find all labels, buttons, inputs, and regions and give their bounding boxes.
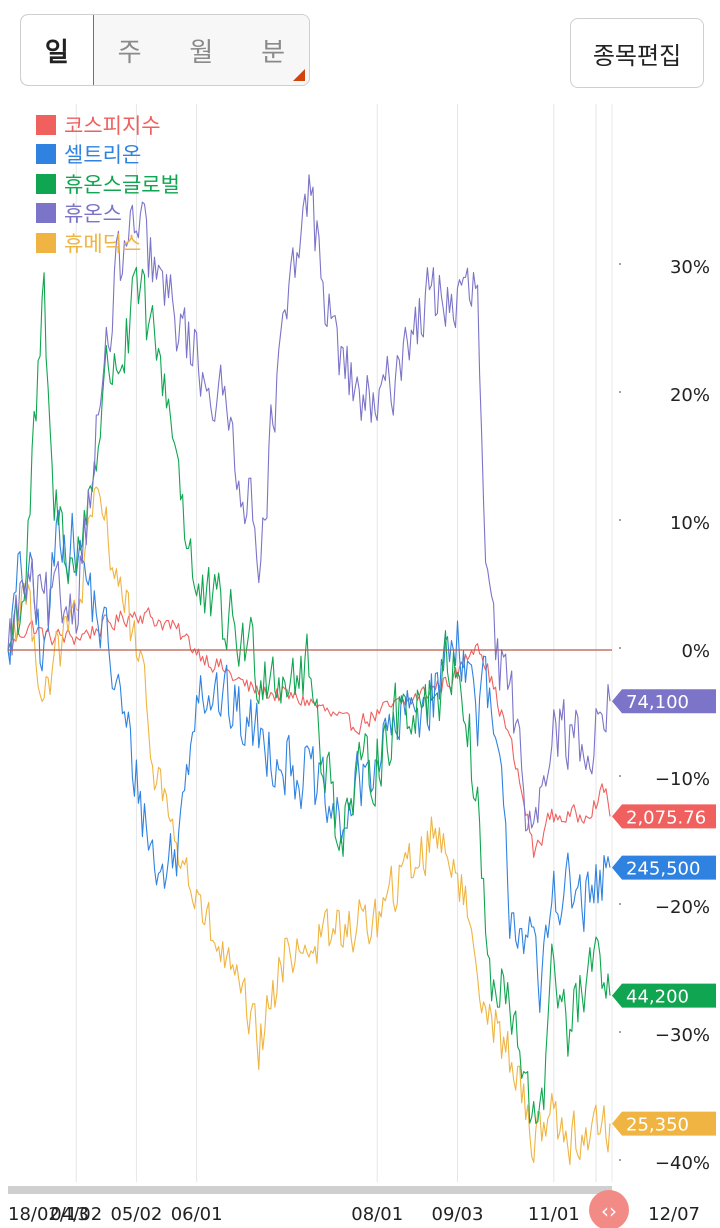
scroll-bar[interactable] (8, 1186, 612, 1194)
y-tick-label: 0% (681, 641, 710, 662)
period-segmented-control: 일 주 월 분 (20, 14, 310, 86)
x-tick-label: 11/01 (528, 1204, 580, 1225)
tab-weekly[interactable]: 주 (117, 37, 142, 68)
vertical-gridlines (75, 104, 597, 1182)
last-value-label-celltrion: 245,500 (626, 859, 700, 880)
legend-item-celltrion[interactable]: 셀트리온 (36, 140, 180, 170)
x-tick-label: 08/01 (351, 1204, 403, 1225)
tab-minute[interactable]: 분 (237, 15, 309, 85)
y-tick-dot (619, 391, 621, 393)
legend-swatch (36, 232, 56, 253)
legend-item-humedix[interactable]: 휴메딕스 (36, 228, 180, 258)
last-value-tag-celltrion (612, 855, 716, 880)
legend-item-huons-global[interactable]: 휴온스글로벌 (36, 169, 180, 199)
last-value-label-kospi: 2,075.76 (626, 807, 706, 828)
last-value-label-huons_global: 44,200 (626, 987, 689, 1008)
legend-swatch (36, 173, 56, 194)
y-tick-label: 30% (670, 257, 710, 278)
legend-swatch (36, 114, 56, 135)
last-value-label-humedix: 25,350 (626, 1115, 689, 1136)
tab-monthly[interactable]: 월 (189, 37, 214, 68)
y-tick-dot (619, 1159, 621, 1161)
series-lines (7, 174, 611, 1166)
y-tick-dot (619, 1031, 621, 1033)
last-value-label-huons: 74,100 (626, 692, 689, 713)
legend-item-kospi[interactable]: 코스피지수 (36, 110, 180, 140)
y-tick-dot (619, 903, 621, 905)
scroll-track (8, 1186, 612, 1194)
y-tick-label: −30% (655, 1025, 710, 1046)
x-tick-label: 12/07 (648, 1204, 700, 1225)
y-tick-label: −40% (655, 1153, 710, 1174)
y-tick-label: −10% (655, 769, 710, 790)
y-tick-label: 20% (670, 385, 710, 406)
top-toolbar: 일 주 월 분 종목편집 (0, 0, 720, 104)
range-handle-circle (589, 1190, 629, 1228)
y-tick-dot (619, 647, 621, 649)
tab-minute-label: 분 (261, 37, 286, 68)
dropdown-corner-icon (293, 69, 305, 81)
x-tick-label: 09/03 (432, 1204, 484, 1225)
edit-stocks-button[interactable]: 종목편집 (570, 18, 704, 88)
legend-label: 휴온스 (64, 202, 122, 227)
series-line-humedix (7, 486, 611, 1166)
series-line-huons (7, 174, 611, 832)
legend-swatch (36, 144, 56, 165)
chart-legend: 코스피지수 셀트리온 휴온스글로벌 휴온스 휴메딕스 (36, 110, 180, 258)
y-tick-label: −20% (655, 897, 710, 918)
legend-label: 코스피지수 (64, 113, 161, 138)
legend-swatch (36, 203, 56, 224)
last-value-tags: 2,075.76 245,500 44,200 74,100 25,350 (612, 689, 716, 1136)
y-tick-dot (619, 519, 621, 521)
legend-label: 휴메딕스 (64, 231, 142, 256)
y-tick-dot (619, 775, 621, 777)
x-tick-label: 06/01 (171, 1204, 223, 1225)
y-axis-ticks: 30% 20% 10% 0% −10% −20% −30% −40% (619, 257, 710, 1174)
last-value-tag-huons (612, 689, 716, 714)
last-value-tag-kospi (612, 804, 716, 829)
x-tick-label: 04/02 (50, 1204, 102, 1225)
legend-item-huons[interactable]: 휴온스 (36, 199, 180, 229)
last-value-tag-humedix (612, 1111, 716, 1136)
legend-label: 휴온스글로벌 (64, 172, 180, 197)
tab-daily[interactable]: 일 (21, 15, 94, 85)
comparison-line-chart[interactable]: 30% 20% 10% 0% −10% −20% −30% −40% 2,075.76 245,… (0, 104, 720, 1228)
code-arrows-icon: ‹› (601, 1199, 617, 1223)
series-line-huons_global (7, 266, 611, 1124)
x-tick-label: 18/02/13 (8, 1204, 89, 1225)
y-tick-dot (619, 263, 621, 265)
y-tick-label: 10% (670, 513, 710, 534)
range-handle[interactable]: ‹› (589, 1190, 629, 1228)
x-tick-label: 05/02 (110, 1204, 162, 1225)
series-line-celltrion (7, 509, 611, 1013)
legend-label: 셀트리온 (64, 143, 142, 168)
series-line-kospi (7, 607, 611, 858)
last-value-tag-huons_global (612, 983, 716, 1008)
